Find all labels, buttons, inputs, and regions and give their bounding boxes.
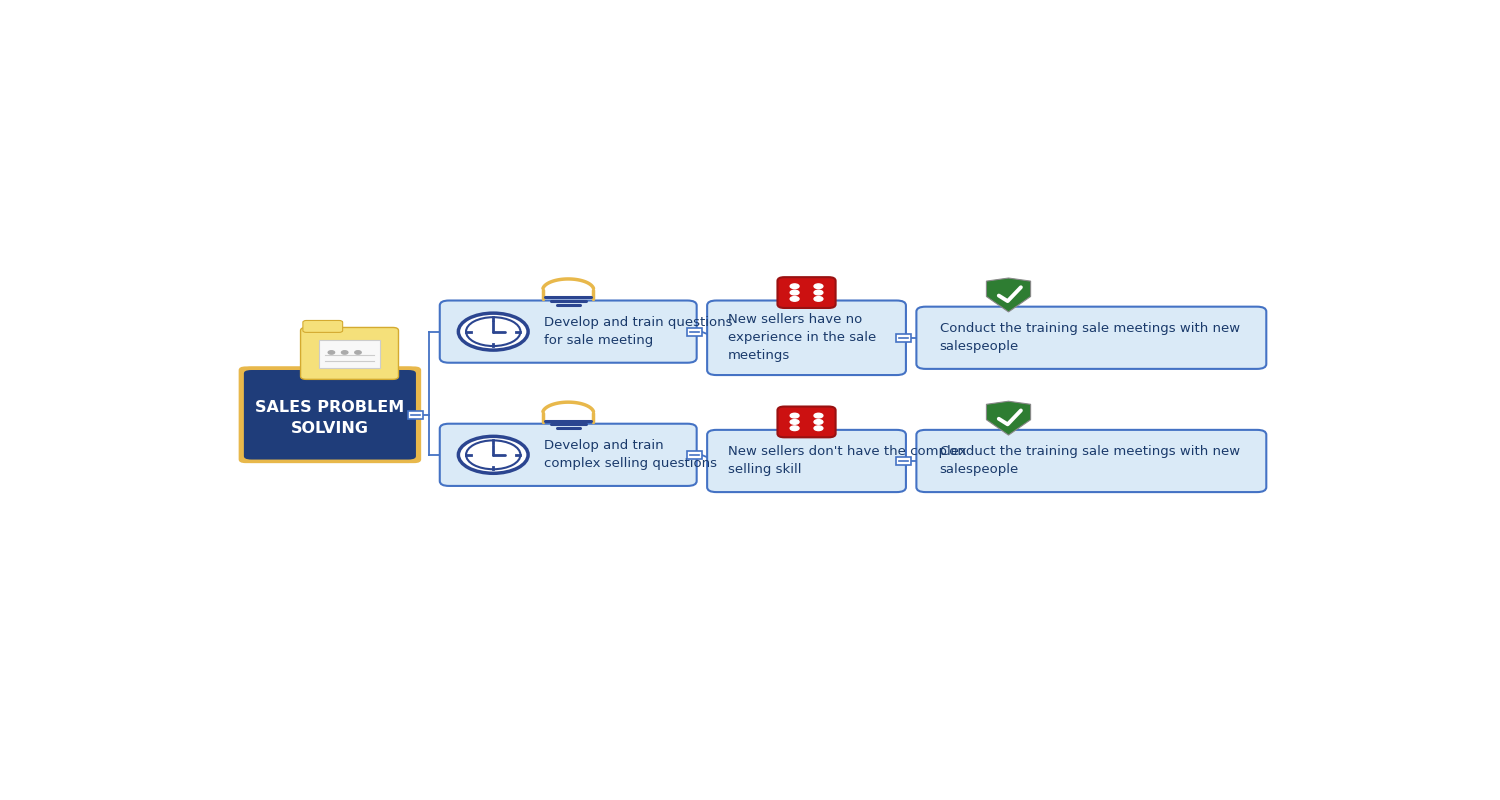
Text: Develop and train questions
for sale meeting: Develop and train questions for sale mee… <box>544 316 734 347</box>
Text: New sellers don't have the complex
selling skill: New sellers don't have the complex selli… <box>728 446 966 477</box>
Polygon shape <box>987 402 1030 435</box>
Text: Develop and train
complex selling questions: Develop and train complex selling questi… <box>544 439 717 470</box>
FancyBboxPatch shape <box>706 430 906 492</box>
FancyBboxPatch shape <box>687 328 702 336</box>
Polygon shape <box>987 278 1030 312</box>
Circle shape <box>790 419 800 424</box>
FancyBboxPatch shape <box>916 306 1266 369</box>
Circle shape <box>815 414 824 418</box>
Text: Conduct the training sale meetings with new
salespeople: Conduct the training sale meetings with … <box>939 446 1240 477</box>
Circle shape <box>790 284 800 289</box>
Circle shape <box>328 350 334 354</box>
FancyBboxPatch shape <box>320 340 380 368</box>
FancyBboxPatch shape <box>687 451 702 459</box>
Circle shape <box>459 436 528 474</box>
FancyBboxPatch shape <box>706 301 906 375</box>
FancyBboxPatch shape <box>300 327 399 379</box>
Circle shape <box>356 350 362 354</box>
Text: Conduct the training sale meetings with new
salespeople: Conduct the training sale meetings with … <box>939 322 1240 354</box>
FancyBboxPatch shape <box>238 366 422 463</box>
Text: SALES PROBLEM
SOLVING: SALES PROBLEM SOLVING <box>255 400 405 436</box>
Circle shape <box>459 313 528 350</box>
Circle shape <box>815 419 824 424</box>
Circle shape <box>815 426 824 430</box>
FancyBboxPatch shape <box>777 277 836 308</box>
Circle shape <box>342 350 348 354</box>
FancyBboxPatch shape <box>896 334 910 342</box>
Text: New sellers have no
experience in the sale
meetings: New sellers have no experience in the sa… <box>728 314 876 362</box>
FancyBboxPatch shape <box>440 424 696 486</box>
FancyBboxPatch shape <box>896 457 910 465</box>
FancyBboxPatch shape <box>303 321 342 332</box>
FancyBboxPatch shape <box>916 430 1266 492</box>
FancyBboxPatch shape <box>440 301 696 362</box>
Circle shape <box>790 297 800 302</box>
FancyBboxPatch shape <box>242 368 417 462</box>
Circle shape <box>790 290 800 295</box>
Circle shape <box>815 297 824 302</box>
Circle shape <box>815 290 824 295</box>
Circle shape <box>790 426 800 430</box>
FancyBboxPatch shape <box>408 410 423 418</box>
Circle shape <box>790 414 800 418</box>
FancyBboxPatch shape <box>777 406 836 438</box>
Circle shape <box>815 284 824 289</box>
